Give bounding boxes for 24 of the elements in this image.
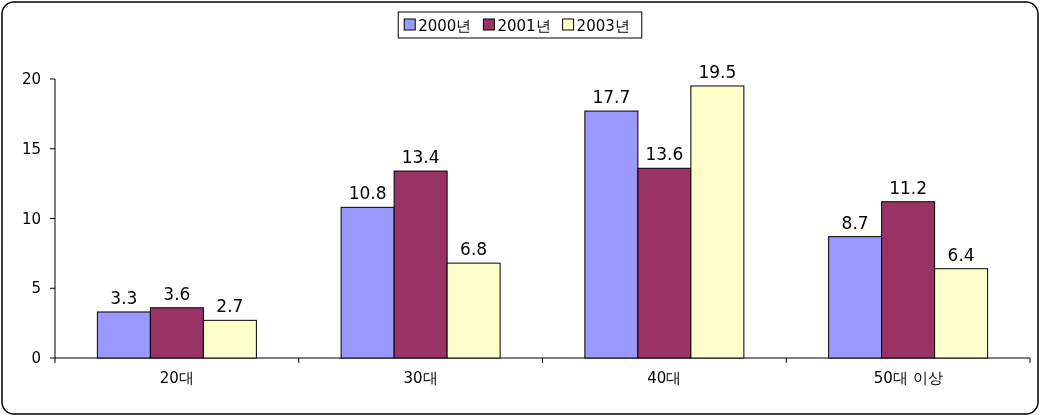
data-label: 13.6 bbox=[645, 144, 684, 165]
data-label: 17.7 bbox=[592, 87, 631, 108]
y-tick-label: 20 bbox=[21, 70, 41, 88]
data-label: 11.2 bbox=[889, 177, 928, 198]
x-tick-label: 40대 bbox=[647, 369, 682, 387]
x-tick-label: 50대 이상 bbox=[873, 369, 943, 387]
data-label: 2.7 bbox=[216, 296, 244, 317]
y-tick-label: 10 bbox=[21, 209, 41, 228]
x-tick-label: 30대 bbox=[403, 369, 438, 387]
legend-label: 2001년 bbox=[497, 17, 551, 35]
data-label: 6.4 bbox=[947, 244, 975, 265]
data-label: 13.4 bbox=[401, 147, 440, 168]
data-label: 3.3 bbox=[110, 287, 138, 308]
x-tick-label: 20대 bbox=[159, 369, 194, 387]
legend-label: 2003년 bbox=[576, 17, 630, 35]
data-label: 10.8 bbox=[348, 183, 387, 204]
y-tick-label: 15 bbox=[21, 139, 41, 158]
data-label: 19.5 bbox=[698, 61, 737, 82]
y-tick-label: 5 bbox=[31, 279, 41, 298]
legend-label: 2000년 bbox=[418, 17, 472, 35]
data-label: 8.7 bbox=[841, 212, 869, 233]
y-tick-label: 0 bbox=[31, 349, 41, 367]
data-label: 6.8 bbox=[460, 239, 488, 260]
data-label: 3.6 bbox=[163, 283, 191, 304]
